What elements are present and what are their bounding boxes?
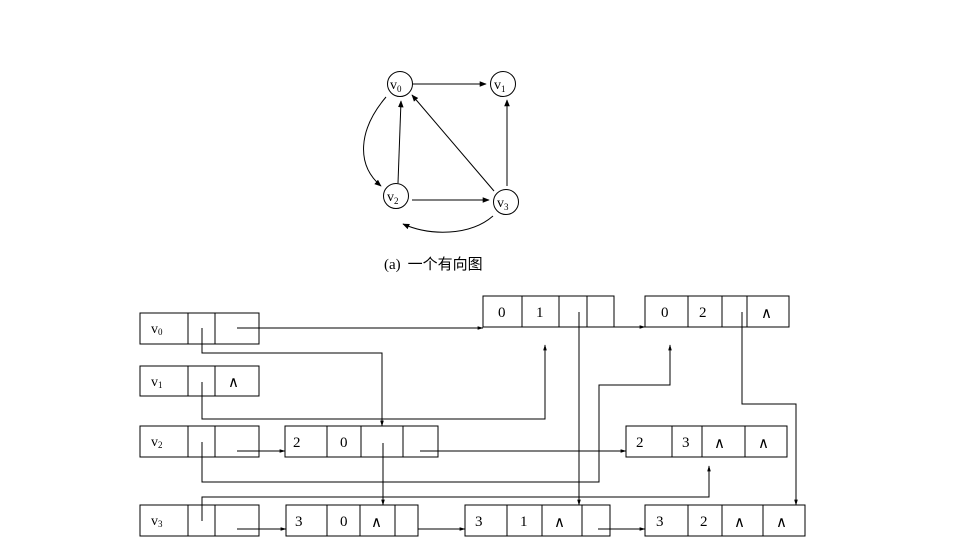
vertex-v2-label: v	[387, 190, 394, 205]
arc-0-2-tlink-null: ∧	[761, 306, 772, 322]
directed-graph: v0 v1 v2 v3 (a) 一个有向图	[363, 71, 519, 273]
head-v0-label: v	[151, 322, 158, 337]
head-v0-sub: 0	[158, 327, 163, 337]
arc-3-2-hlink-null: ∧	[734, 515, 745, 531]
arc-3-0-tail: 3	[295, 514, 303, 530]
arc-2-3-hlink-null: ∧	[714, 436, 725, 452]
vertex-v1: v1	[490, 71, 516, 97]
arc-0-1-head: 1	[536, 305, 544, 321]
svg-text:v2: v2	[387, 190, 399, 206]
vertex-v1-sub: 1	[501, 84, 506, 94]
arc-2-0-head: 0	[340, 435, 348, 451]
caption-a-text: 一个有向图	[408, 255, 483, 273]
arc-3-2-tail: 3	[656, 514, 664, 530]
graph-edges	[363, 81, 510, 233]
ptr-arc02-hlink	[741, 312, 798, 506]
head-v3-label: v	[151, 514, 158, 529]
edge-v2-v0	[397, 100, 404, 184]
head-node-v2: v2	[139, 425, 260, 458]
arc-node-3-0: 3 0 ∧	[285, 504, 419, 537]
svg-text:v0: v0	[151, 322, 163, 337]
arc-2-3-tlink-null: ∧	[758, 436, 769, 452]
edge-v0-v2	[363, 96, 387, 187]
arc-node-0-2: 0 2 ∧	[644, 295, 790, 328]
head-v2-label: v	[151, 435, 158, 450]
head-v1-sub: 1	[158, 380, 163, 390]
edge-v3-v2	[402, 215, 494, 233]
svg-text:v1: v1	[494, 78, 506, 94]
head-node-v1: v1 ∧	[139, 365, 260, 397]
arc-node-3-1: 3 1 ∧	[464, 504, 611, 537]
arc-3-0-head: 0	[340, 514, 348, 530]
caption-a-label: (a)	[384, 257, 401, 273]
vertex-v3: v3	[493, 189, 519, 215]
svg-text:v2: v2	[151, 435, 163, 450]
arc-2-3-head: 3	[682, 435, 690, 451]
arc-2-0-tail: 2	[293, 435, 301, 451]
vertex-v1-label: v	[494, 78, 501, 93]
svg-text:v0: v0	[390, 78, 402, 94]
vertex-v2: v2	[383, 183, 409, 209]
head-v1-label: v	[151, 375, 158, 390]
edge-v3-v0	[411, 94, 495, 192]
svg-text:v3: v3	[151, 514, 163, 529]
vertex-v0: v0	[387, 71, 413, 97]
arc-3-2-head: 2	[700, 514, 708, 530]
svg-text:v1: v1	[151, 375, 163, 390]
ptr-v1-firstin	[201, 344, 547, 420]
pointer-links	[201, 312, 798, 531]
arc-3-2-tlink-null: ∧	[776, 515, 787, 531]
arc-3-1-tail: 3	[475, 514, 483, 530]
arc-node-0-1: 0 1	[482, 295, 615, 328]
head-v1-lastout-null: ∧	[228, 375, 239, 391]
head-v3-sub: 3	[158, 519, 163, 529]
arc-0-2-head: 2	[699, 305, 707, 321]
vertex-v3-label: v	[497, 196, 504, 211]
vertex-v2-sub: 2	[394, 196, 399, 206]
arc-node-2-0: 2 0	[284, 425, 439, 458]
caption-a: (a) 一个有向图	[384, 255, 483, 273]
arc-0-1-tail: 0	[498, 305, 506, 321]
vertex-v0-sub: 0	[397, 84, 402, 94]
arc-3-1-head: 1	[520, 514, 528, 530]
arc-2-3-tail: 2	[636, 435, 644, 451]
head-node-v3: v3	[139, 504, 260, 537]
arc-3-0-hlink-null: ∧	[371, 515, 382, 531]
arc-node-3-2: 3 2 ∧ ∧	[644, 504, 806, 537]
arc-3-1-hlink-null: ∧	[554, 515, 565, 531]
ptr-v0-firstin	[201, 328, 384, 427]
svg-text:v3: v3	[497, 196, 509, 212]
ptr-v2-firstin	[201, 344, 672, 483]
ptr-v3-firstin	[201, 465, 711, 521]
orthogonal-list: v0 v1 ∧ v2 v3 0 1	[139, 295, 806, 537]
vertex-v0-label: v	[390, 78, 397, 93]
arc-node-2-3: 2 3 ∧ ∧	[625, 425, 788, 458]
head-v2-sub: 2	[158, 440, 163, 450]
vertex-v3-sub: 3	[504, 202, 509, 212]
arc-0-2-tail: 0	[661, 305, 669, 321]
